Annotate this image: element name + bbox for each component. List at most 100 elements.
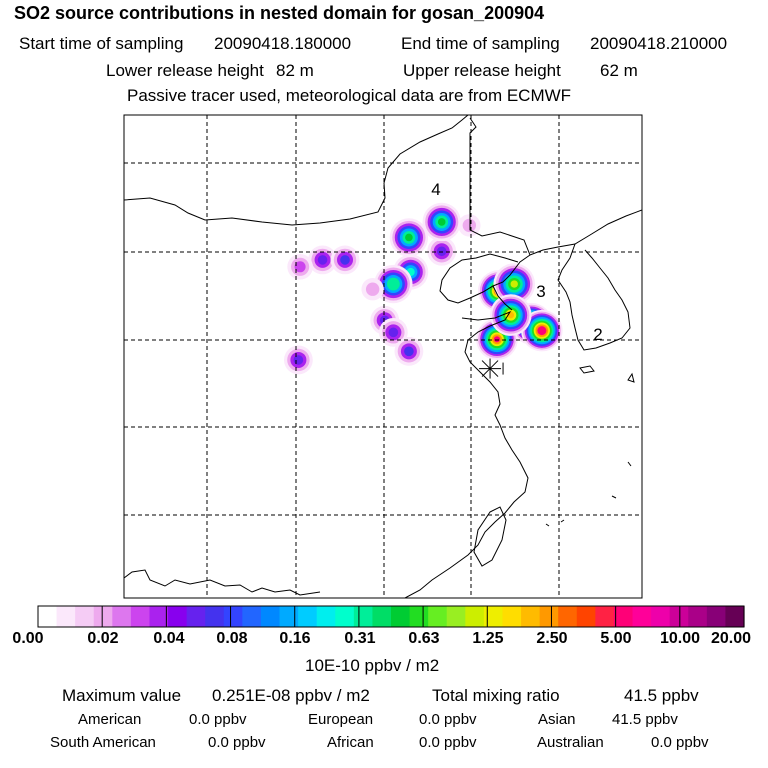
region-value: 0.0 ppbv [208,734,266,751]
colorbar-swatch [391,606,411,627]
coastline-tsushima [627,372,635,383]
region-name: Australian [537,734,604,751]
end-time-value: 20090418.210000 [590,34,728,53]
max-value: 0.251E-08 ppbv / m2 [212,686,370,705]
start-time-label: Start time of sampling [19,34,184,53]
tracer-note: Passive tracer used, meteorological data… [127,86,572,105]
concentration-contour [493,336,500,343]
coastline-northeast [469,117,642,256]
colorbar-swatch [223,606,243,627]
colorbar-swatch [558,606,578,627]
coastline-korea [557,243,631,351]
region-name: South American [50,734,156,751]
coastline-shandong [404,310,529,598]
coastline-south [124,569,321,596]
colorbar-swatch [168,606,188,627]
colorbar-frame [37,605,745,628]
colorbar-swatch [595,606,615,627]
total-mixing-label: Total mixing ratio [432,686,560,705]
colorbar-swatch [669,606,689,627]
region-label-4: 4 [431,180,440,199]
concentration-contour [437,218,446,226]
region-name: African [327,734,374,751]
colorbar-unit: 10E-10 ppbv / m2 [305,656,440,675]
region-value: 0.0 ppbv [419,734,477,751]
colorbar-swatch [576,606,596,627]
receptor-stroke [481,360,499,377]
colorbar-tick: 10.00 [659,630,701,647]
colorbar-swatch [706,606,727,627]
chart-title: SO2 source contributions in nested domai… [14,3,545,23]
colorbar-swatch [335,606,355,627]
concentration-contour [539,327,545,334]
colorbar-swatch [502,606,522,627]
coastline-mainland [124,115,469,226]
gridlines [124,115,642,598]
region-label-3: 3 [536,282,545,301]
total-mixing-value: 41.5 ppbv [624,686,699,705]
colorbar-swatch [446,606,466,627]
colorbar-tick: 0.00 [12,630,44,647]
colorbar-swatch [279,606,299,627]
colorbar-swatch [428,606,448,627]
upper-height-value: 62 m [600,61,638,80]
colorbar-swatch [688,606,708,627]
colorbar-tick: 0.02 [87,630,119,647]
colorbar-swatch [372,606,392,627]
concentration-contour [317,255,328,265]
start-time-value: 20090418.180000 [214,34,352,53]
colorbar-swatch [483,606,504,627]
colorbar-swatch [38,606,58,627]
concentration-contour [294,261,306,273]
concentration-contour [365,282,380,296]
coastlines [124,115,642,598]
colorbar-tick: 0.08 [216,630,248,647]
concentration-contour [405,233,413,242]
concentration-contour [388,327,399,338]
coastline-islands [545,461,632,527]
colorbar-swatch [56,606,76,627]
region-value: 41.5 ppbv [612,711,678,728]
region-value: 0.0 ppbv [651,734,709,751]
concentration-contour [462,218,477,233]
colorbar-swatch [75,606,95,627]
colorbar-swatch [112,606,132,627]
map-background [124,115,642,598]
region-name: European [308,711,374,728]
colorbar-swatch [409,606,429,627]
concentration-contour [436,246,447,257]
coastline-jeju [579,365,595,374]
receptor-marker [479,358,504,379]
colorbar-swatch [725,606,745,627]
region-name: American [78,711,142,728]
colorbar-swatch [465,606,485,627]
concentration-contour [389,280,398,288]
colorbar-swatch [260,606,281,627]
max-value-label: Maximum value [62,686,182,705]
colorbar-tick: 0.04 [153,630,185,647]
colorbar-tick: 2.50 [536,630,568,647]
colorbar-swatch [93,606,113,627]
colorbar-tick: 1.25 [472,630,504,647]
colorbar-swatch [521,606,541,627]
colorbar-swatch [205,606,225,627]
colorbar-swatch [149,606,169,627]
colorbar-swatch [130,606,151,627]
coastline-liaodong [492,285,513,311]
colorbar-swatch [242,606,262,627]
map-frame [123,114,643,599]
region-value: 0.0 ppbv [189,711,247,728]
coastline-bohai [439,253,531,304]
region-label-2: 2 [593,325,602,344]
concentration-contour [404,346,414,357]
colorbar-tick: 5.00 [600,630,632,647]
colorbar-swatch [613,606,634,627]
region-value: 0.0 ppbv [419,711,477,728]
colorbar [37,605,745,628]
colorbar-swatch [632,606,652,627]
concentration-contour [293,355,304,365]
colorbar-swatch [316,606,336,627]
colorbar-swatch [298,606,318,627]
colorbar-tick: 20.00 [710,630,752,647]
